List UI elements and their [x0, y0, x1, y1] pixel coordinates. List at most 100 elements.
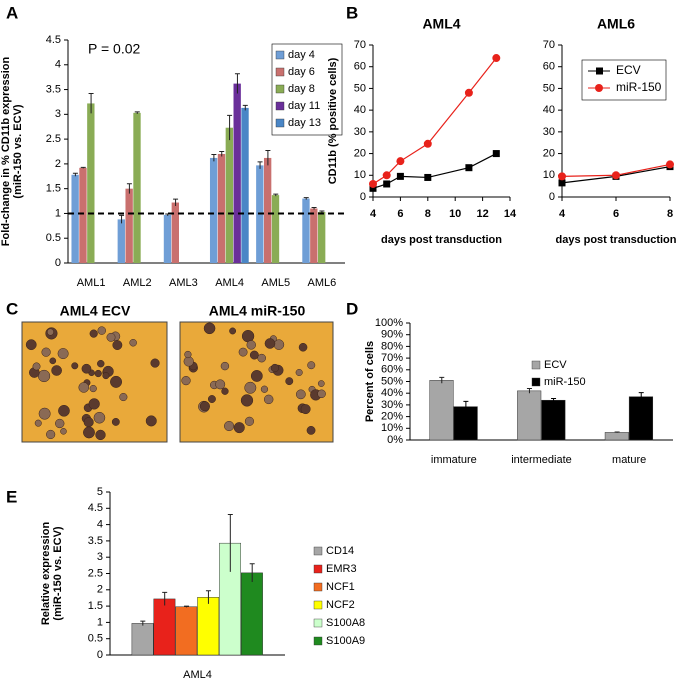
y-tick-label: 10	[543, 169, 555, 181]
cell	[97, 326, 106, 335]
y-tick-label: 0.5	[46, 232, 61, 244]
bar	[217, 153, 226, 263]
y-tick-label: 90%	[381, 329, 403, 341]
x-tick-label: AML4	[183, 669, 212, 681]
y-tick-label: 20	[354, 147, 366, 159]
legend-label: CD14	[326, 545, 354, 557]
legend-label: day 13	[288, 117, 321, 129]
marker	[396, 172, 404, 180]
legend-swatch	[313, 564, 323, 574]
cell	[83, 426, 95, 439]
error-bar	[72, 172, 78, 177]
bar	[429, 380, 454, 441]
line	[372, 57, 497, 185]
marker	[383, 180, 391, 188]
bar	[125, 188, 133, 263]
cell	[207, 395, 216, 403]
bar	[163, 214, 172, 263]
cell	[106, 332, 116, 342]
y-tick-label: 0.5	[88, 633, 103, 645]
error-bar	[638, 392, 644, 401]
legend-marker	[596, 67, 603, 75]
cell	[38, 407, 51, 420]
legend-label: miR-150	[544, 376, 586, 388]
y-tick-label: 50	[543, 82, 555, 94]
bar	[197, 597, 220, 656]
bar	[317, 211, 326, 263]
y-tick-label: 70%	[381, 352, 403, 364]
legend-label: EMR3	[326, 563, 357, 575]
error-bar	[463, 400, 469, 412]
cell	[25, 339, 37, 351]
bar	[79, 167, 87, 263]
cell	[58, 404, 70, 417]
marker	[369, 179, 377, 188]
cell	[95, 429, 106, 441]
cell	[307, 361, 316, 370]
cell	[241, 329, 255, 343]
cell	[244, 381, 257, 394]
y-tick-label: 3	[55, 108, 61, 120]
x-tick-label: AML3	[169, 277, 198, 289]
legend-swatch	[313, 636, 323, 646]
panel-label: C	[6, 299, 18, 318]
y-tick-label: 3.5	[88, 535, 103, 547]
legend-label: day 8	[288, 83, 315, 95]
cell	[41, 347, 51, 357]
cell	[51, 365, 62, 376]
cell	[111, 417, 120, 426]
error-bar	[173, 198, 179, 207]
panel-label: B	[346, 3, 358, 22]
cell	[83, 417, 94, 428]
cell	[233, 422, 245, 434]
x-tick-label: mature	[612, 454, 646, 466]
bar	[541, 399, 566, 441]
cell	[249, 350, 259, 360]
cell	[55, 418, 65, 429]
legend-label: day 6	[288, 66, 315, 78]
cell	[246, 340, 256, 350]
cell	[71, 362, 79, 370]
image-title: AML4 miR-150	[209, 303, 306, 319]
legend-label: ECV	[616, 63, 641, 77]
bar	[263, 157, 272, 263]
y-tick-label: 10%	[381, 422, 403, 434]
cell	[244, 416, 255, 426]
y-tick-label: 70	[543, 39, 555, 51]
bar	[271, 195, 280, 263]
error-bar	[311, 206, 317, 210]
cell	[88, 398, 100, 410]
cell	[300, 404, 311, 415]
y-axis-label: CD11b (% positive cells)	[327, 57, 339, 184]
legend-label: day 11	[288, 100, 320, 112]
cell	[32, 362, 41, 371]
cell	[199, 401, 210, 412]
error-bar	[219, 151, 225, 157]
legend-swatch	[313, 546, 323, 556]
cell	[270, 363, 280, 373]
error-bar	[227, 114, 233, 141]
cell	[220, 361, 230, 371]
legend-swatch	[313, 618, 323, 628]
y-tick-label: 70	[354, 39, 366, 51]
cell	[37, 369, 51, 383]
cell	[112, 340, 123, 350]
legend-label: NCF1	[326, 581, 355, 593]
cell	[46, 429, 56, 440]
y-tick-label: 40%	[381, 387, 403, 399]
cell	[250, 370, 263, 382]
x-tick-label: 10	[449, 208, 461, 220]
y-tick-label: 30	[543, 126, 555, 138]
cell	[34, 419, 42, 427]
panel-label: D	[346, 299, 358, 318]
cell	[89, 384, 97, 393]
cell	[94, 369, 102, 378]
y-tick-label: 0	[549, 191, 555, 203]
x-axis-label: days post transduction	[381, 234, 502, 246]
y-tick-label: 10	[354, 169, 366, 181]
error-bar	[227, 513, 233, 572]
cell	[184, 350, 192, 359]
legend-label: ECV	[544, 359, 567, 371]
micrograph	[179, 321, 334, 443]
